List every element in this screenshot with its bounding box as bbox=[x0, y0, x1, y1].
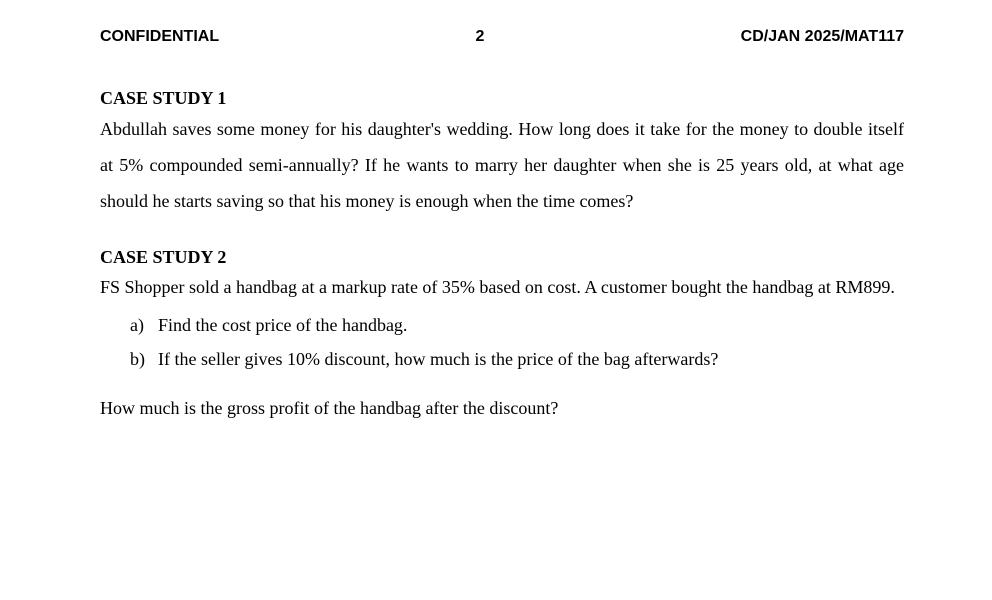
case-study-1: CASE STUDY 1 Abdullah saves some money f… bbox=[100, 88, 904, 219]
case2-footer: How much is the gross profit of the hand… bbox=[100, 391, 904, 425]
case2-list: a) Find the cost price of the handbag. b… bbox=[100, 308, 904, 376]
case2-intro: FS Shopper sold a handbag at a markup ra… bbox=[100, 270, 904, 304]
header-course-code: CD/JAN 2025/MAT117 bbox=[741, 28, 904, 46]
case-study-2: CASE STUDY 2 FS Shopper sold a handbag a… bbox=[100, 247, 904, 425]
case1-title: CASE STUDY 1 bbox=[100, 88, 904, 109]
list-text: Find the cost price of the handbag. bbox=[158, 308, 407, 342]
case1-body: Abdullah saves some money for his daught… bbox=[100, 111, 904, 219]
header-page-number: 2 bbox=[475, 28, 484, 46]
header-confidential: CONFIDENTIAL bbox=[100, 28, 219, 46]
page-header: CONFIDENTIAL 2 CD/JAN 2025/MAT117 bbox=[100, 28, 904, 46]
list-marker: b) bbox=[130, 342, 158, 376]
list-item: a) Find the cost price of the handbag. bbox=[130, 308, 904, 342]
case2-title: CASE STUDY 2 bbox=[100, 247, 904, 268]
list-item: b) If the seller gives 10% discount, how… bbox=[130, 342, 904, 376]
list-marker: a) bbox=[130, 308, 158, 342]
list-text: If the seller gives 10% discount, how mu… bbox=[158, 342, 718, 376]
